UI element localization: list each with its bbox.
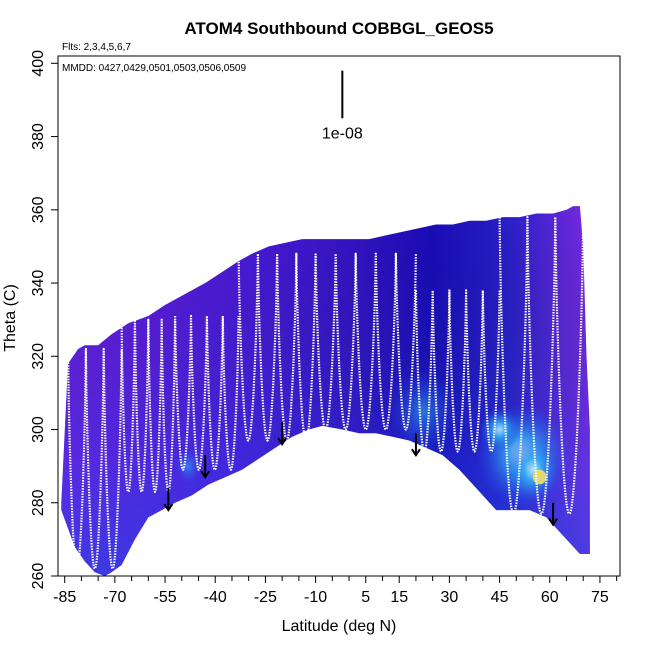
y-axis-label: Theta (C) [2,284,19,352]
y-tick-label: 280 [30,489,47,516]
theta-field-shading [61,206,590,576]
arrow-markers [163,422,558,527]
flight-track-4 [314,252,417,431]
arrow-head-4 [548,518,558,527]
arrow-marker-0 [163,488,174,512]
x-tick-label: -10 [304,589,327,606]
arrow-head-3 [411,448,421,457]
x-tick-label: -25 [254,589,277,606]
flight-track-2 [174,314,240,471]
arrow-head-2 [277,437,287,446]
chart-title: ATOM4 Southbound COBBGL_GEOS5 [184,19,493,38]
x-tick-label: -40 [204,589,227,606]
y-tick-label: 360 [30,196,47,223]
x-tick-label: -55 [153,589,176,606]
dense-region-3 [506,436,560,503]
arrow-marker-1 [200,455,211,479]
y-tick-label: 320 [30,343,47,370]
plot-frame [57,55,621,577]
arrow-head-0 [163,503,174,512]
y-tick-label: 340 [30,270,47,297]
flight-track-1 [120,318,177,493]
dense-region-0 [175,447,202,485]
arrow-marker-4 [548,502,558,527]
arrow-head-1 [200,470,211,479]
arrow-marker-3 [411,433,421,457]
x-tick-label: 15 [390,589,408,606]
plot-area [61,206,590,576]
flight-track-6 [498,216,585,515]
dense-region-4 [533,469,547,485]
arrow-marker-2 [277,422,287,446]
x-tick-label: -85 [53,589,76,606]
flight-track-5 [414,289,501,453]
y-tick-label: 400 [30,50,47,77]
flight-tracks [66,216,585,570]
flight-track-3 [237,252,317,442]
dates-annotation: MMDD: 0427,0429,0501,0503,0506,0509 [62,63,246,74]
y-tick-label: 300 [30,416,47,443]
x-tick-label: 60 [541,589,559,606]
dense-regions [175,367,570,507]
dense-region-1 [389,367,457,456]
flights-annotation: Flts: 2,3,4,5,6,7 [62,42,131,53]
x-axis-label: Latitude (deg N) [282,618,397,635]
x-tick-label: 45 [491,589,509,606]
x-tick-label: -70 [103,589,126,606]
y-axis: 260 280 300 320 340 360 380 400 [30,50,58,589]
x-tick-label: 5 [361,589,370,606]
y-tick-label: 380 [30,123,47,150]
scale-label: 1e-08 [322,125,363,142]
y-tick-label: 260 [30,563,47,590]
x-axis: -85 -70 -55 -40 -25 -10 5 15 30 45 60 75 [53,576,618,606]
x-tick-label: 75 [591,589,609,606]
dense-region-5 [479,407,520,452]
x-tick-label: 30 [440,589,458,606]
